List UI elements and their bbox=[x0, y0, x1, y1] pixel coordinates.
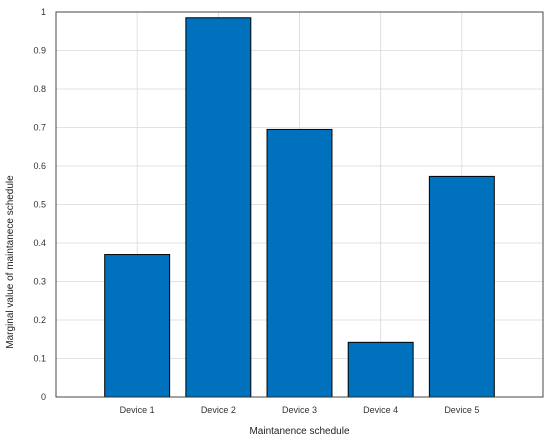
y-tick-label: 0 bbox=[41, 392, 46, 402]
x-tick-label: Device 1 bbox=[120, 405, 155, 415]
x-tick-label: Device 5 bbox=[444, 405, 479, 415]
y-tick-label: 0.1 bbox=[33, 354, 46, 364]
bar-device-2 bbox=[185, 17, 252, 398]
y-axis-label: Marginal value of maintanece schedule bbox=[5, 175, 16, 349]
x-axis-label: Maintanence schedule bbox=[249, 426, 350, 437]
axis-frame bbox=[55, 11, 544, 398]
x-tick-label: Device 4 bbox=[363, 405, 398, 415]
bar-device-3 bbox=[266, 128, 333, 398]
x-tick-label: Device 2 bbox=[201, 405, 236, 415]
y-tick-label: 0.3 bbox=[33, 277, 46, 287]
x-tick-labels: Device 1 Device 2 Device 3 Device 4 Device 5 bbox=[120, 405, 480, 415]
bar-device-4 bbox=[347, 341, 414, 398]
y-tick-label: 0.4 bbox=[33, 238, 46, 248]
y-tick-label: 0.5 bbox=[33, 200, 46, 210]
y-tick-label: 0.6 bbox=[33, 161, 46, 171]
y-tick-label: 0.8 bbox=[33, 84, 46, 94]
y-tick-label: 0.9 bbox=[33, 46, 46, 56]
y-tick-label: 0.2 bbox=[33, 315, 46, 325]
y-tick-labels: 0 0.1 0.2 0.3 0.4 0.5 0.6 0.7 0.8 0.9 1 bbox=[33, 7, 46, 402]
bar-device-5 bbox=[428, 175, 495, 398]
x-tick-label: Device 3 bbox=[282, 405, 317, 415]
y-tick-label: 1 bbox=[41, 7, 46, 17]
bar-layer bbox=[104, 17, 495, 398]
y-tick-label: 0.7 bbox=[33, 123, 46, 133]
bar-device-1 bbox=[104, 254, 171, 398]
